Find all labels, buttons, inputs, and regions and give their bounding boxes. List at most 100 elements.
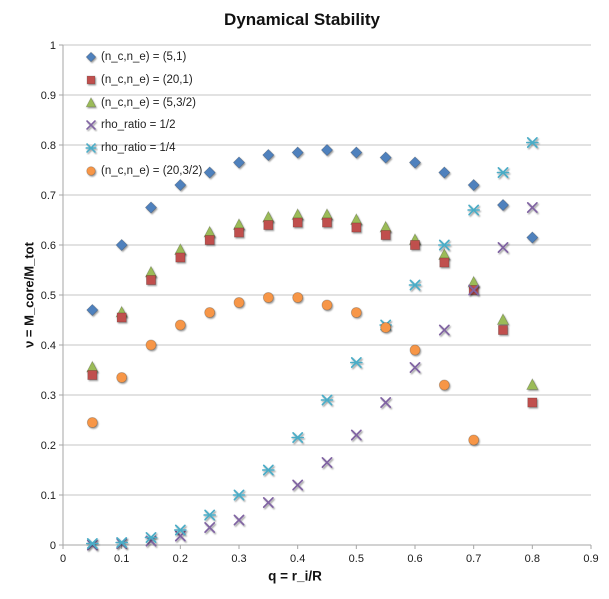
data-point-marker <box>527 397 538 408</box>
legend-item: (n_c,n_e) = (5,1) <box>84 49 202 65</box>
x-tick-label: 0.4 <box>290 553 305 565</box>
data-point-marker <box>262 148 275 162</box>
data-point-marker <box>292 217 303 228</box>
y-tick-label: 0.6 <box>41 240 56 252</box>
chart-title: Dynamical Stability <box>224 10 380 29</box>
x-tick-label: 0.5 <box>349 553 364 565</box>
data-point-marker <box>144 201 158 214</box>
series-diamond <box>86 143 539 317</box>
data-point-marker <box>146 275 156 285</box>
data-point-marker <box>380 322 392 333</box>
data-point-marker <box>292 292 304 303</box>
y-tick-label: 0.1 <box>41 490 56 502</box>
data-point-marker <box>173 524 187 536</box>
data-point-marker <box>85 51 97 63</box>
data-point-marker <box>85 538 99 549</box>
y-tick-label: 0.3 <box>41 390 56 402</box>
data-point-marker <box>115 238 128 252</box>
data-point-marker <box>497 242 509 253</box>
data-point-marker <box>204 235 215 245</box>
data-point-marker <box>408 279 422 291</box>
data-point-marker <box>233 514 245 526</box>
y-tick-label: 0.7 <box>41 190 56 202</box>
y-tick-label: 0.8 <box>41 140 56 152</box>
data-point-marker <box>232 156 246 169</box>
x-tick-label: 0.6 <box>407 553 422 565</box>
data-point-marker <box>350 146 363 159</box>
data-point-marker <box>320 143 334 157</box>
data-point-marker <box>496 167 510 178</box>
data-point-marker <box>203 166 216 179</box>
data-point-marker <box>86 539 98 551</box>
data-point-marker <box>87 370 98 380</box>
data-point-marker <box>439 257 450 268</box>
data-point-marker <box>116 372 128 383</box>
y-tick-label: 0.5 <box>41 290 56 302</box>
y-tick-label: 0.9 <box>41 90 56 102</box>
data-point-marker <box>234 227 244 238</box>
data-point-marker <box>145 339 157 351</box>
data-point-marker <box>379 151 392 164</box>
data-point-marker <box>86 417 98 428</box>
legend-label: (n_c,n_e) = (20,3/2) <box>101 164 203 177</box>
data-point-marker <box>174 178 187 192</box>
data-point-marker <box>86 75 96 85</box>
data-point-marker <box>232 489 246 501</box>
y-tick-label: 0.2 <box>41 440 56 452</box>
data-point-marker <box>437 239 451 251</box>
data-point-marker <box>262 497 274 508</box>
data-point-marker <box>408 156 422 169</box>
data-point-marker <box>526 202 538 213</box>
data-point-marker <box>321 457 333 468</box>
data-point-marker <box>203 509 217 521</box>
data-point-marker <box>291 432 305 443</box>
data-point-marker <box>291 146 304 159</box>
legend-label: (n_c,n_e) = (5,3/2) <box>101 96 196 109</box>
x-tick-label: 0.7 <box>466 553 481 565</box>
data-point-marker <box>321 299 333 311</box>
data-point-marker <box>526 378 539 390</box>
data-point-marker <box>468 284 480 296</box>
data-point-marker <box>438 379 450 391</box>
data-point-marker <box>263 220 274 230</box>
legend-item: (n_c,n_e) = (20,3/2) <box>84 163 202 179</box>
x-tick-label: 0.8 <box>525 553 540 565</box>
data-point-marker <box>349 357 363 368</box>
data-point-marker <box>292 479 304 491</box>
series-triangle <box>86 208 539 390</box>
data-point-marker <box>410 240 420 250</box>
data-point-marker <box>380 230 391 240</box>
data-point-marker <box>496 198 510 212</box>
diamond-legend-icon <box>85 51 97 63</box>
series-circle <box>86 292 480 446</box>
legend-item: rho_ratio = 1/2 <box>84 117 202 133</box>
data-point-marker <box>116 312 127 323</box>
data-point-marker <box>86 120 96 131</box>
circle-legend-icon <box>86 166 96 176</box>
star-legend-icon <box>85 143 97 153</box>
x-tick-label: 0.2 <box>173 553 188 565</box>
x-tick-label: 0.3 <box>231 553 246 565</box>
data-point-marker <box>233 297 245 308</box>
data-point-marker <box>261 464 275 476</box>
data-point-marker <box>467 178 480 192</box>
y-axis-title: ν = M_core/M_tot <box>21 242 37 348</box>
data-point-marker <box>496 313 510 325</box>
y-tick-label: 0.4 <box>41 340 56 352</box>
data-point-marker <box>174 319 186 331</box>
y-tick-label: 1 <box>50 40 56 52</box>
legend-label: rho_ratio = 1/4 <box>101 142 176 155</box>
data-point-marker <box>144 532 158 543</box>
data-point-marker <box>350 429 362 441</box>
legend-item: rho_ratio = 1/4 <box>84 140 202 156</box>
data-point-marker <box>438 166 451 179</box>
data-point-marker <box>86 166 96 176</box>
data-point-marker <box>380 397 392 408</box>
data-point-marker <box>438 324 450 336</box>
data-point-marker <box>85 96 97 107</box>
legend-item: (n_c,n_e) = (20,1) <box>84 72 202 88</box>
data-point-marker <box>262 292 274 303</box>
data-point-marker <box>175 252 186 263</box>
data-point-marker <box>409 344 421 356</box>
